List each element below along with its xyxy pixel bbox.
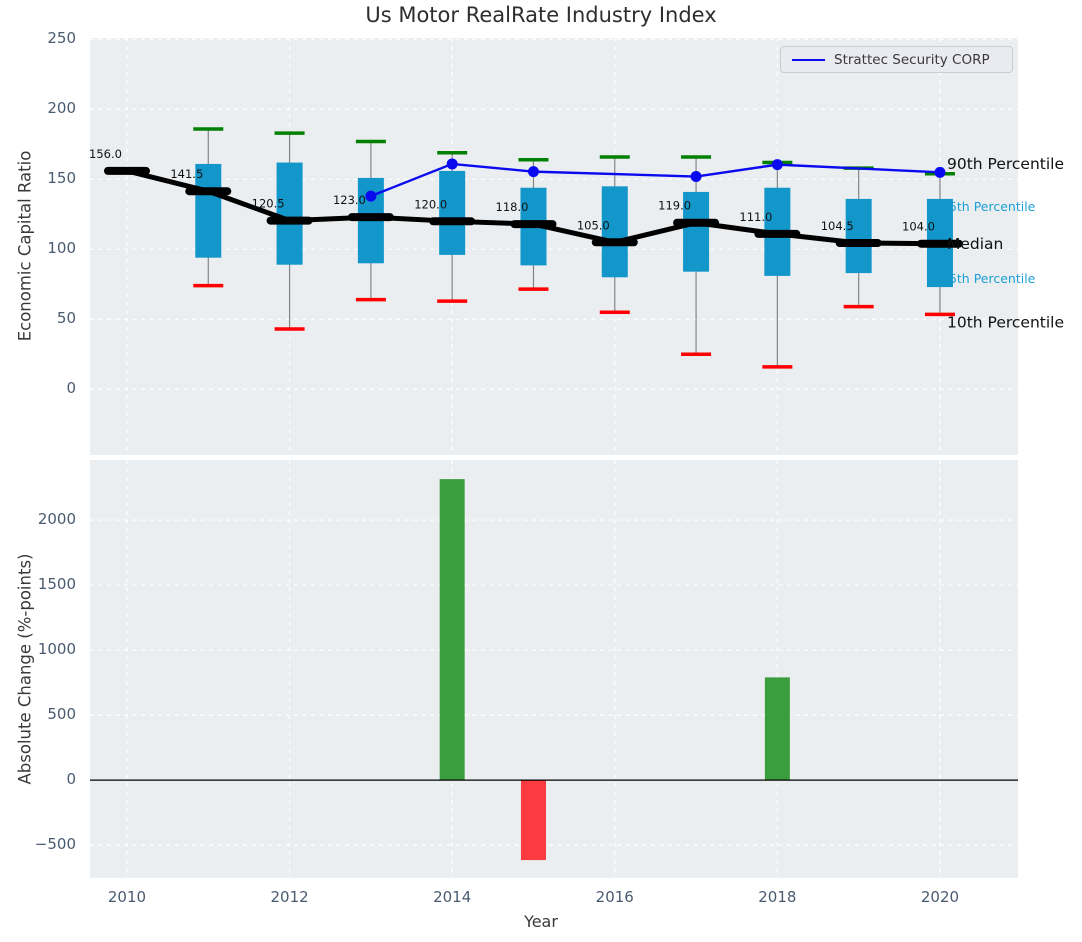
legend-label: Strattec Security CORP <box>834 51 990 68</box>
company-line-marker <box>934 166 946 178</box>
x-tick-label: 2020 <box>920 888 960 906</box>
top-y-tick-label: 250 <box>47 29 76 48</box>
company-line-marker <box>690 171 702 183</box>
bottom-chart-absolute-change-bars <box>90 460 1018 878</box>
gridlines <box>90 38 1018 455</box>
percentile-label-major: Median <box>947 235 1003 253</box>
median-value-label: 119.0 <box>658 199 691 213</box>
top-y-tick-label: 100 <box>47 239 76 258</box>
top-y-tick-label: 0 <box>66 379 76 398</box>
chart-title: Us Motor RealRate Industry Index <box>365 3 717 27</box>
company-line-marker <box>365 190 377 202</box>
median-value-label: 123.0 <box>333 193 366 207</box>
x-tick-label: 2014 <box>433 888 472 906</box>
percentile-box <box>683 191 710 272</box>
percentile-label-major: 90th Percentile <box>947 155 1064 173</box>
plot-background <box>90 460 1018 878</box>
bottom-y-tick-label: −500 <box>34 835 76 854</box>
legend-line-swatch <box>792 58 825 61</box>
percentile-label-minor: 25th Percentile <box>941 271 1036 286</box>
top-chart-boxplot-percentiles: 75th Percentile 25th Percentile 156.0 141.5… <box>89 38 1064 455</box>
median-value-label: 156.0 <box>89 147 122 161</box>
bottom-y-tick-label: 500 <box>47 705 76 724</box>
bottom-y-tick-label: 1500 <box>37 575 76 594</box>
company-line-marker <box>771 159 783 171</box>
median-value-label: 120.0 <box>414 197 447 211</box>
median-value-label: 104.0 <box>902 220 935 234</box>
bottom-y-tick-label: 0 <box>66 770 76 789</box>
x-tick-label: 2018 <box>758 888 797 906</box>
x-tick-label: 2012 <box>270 888 309 906</box>
percentile-box <box>195 163 222 258</box>
percentile-label-minor: 75th Percentile <box>941 199 1036 214</box>
company-line-marker <box>527 166 539 178</box>
percentile-box <box>276 162 303 265</box>
median-value-label: 105.0 <box>577 218 610 232</box>
top-y-tick-label: 200 <box>47 99 76 118</box>
x-tick-label: 2016 <box>595 888 634 906</box>
top-y-tick-label: 150 <box>47 169 76 188</box>
percentile-box <box>439 170 466 255</box>
legend: Strattec Security CORP <box>780 46 1013 73</box>
median-value-label: 111.0 <box>739 210 772 224</box>
bar-positive <box>764 677 790 781</box>
median-value-label: 120.5 <box>252 197 285 211</box>
bottom-y-tick-label: 2000 <box>37 510 76 529</box>
company-line-marker <box>446 158 458 170</box>
median-value-label: 104.5 <box>821 219 854 233</box>
percentile-label-major: 10th Percentile <box>947 314 1064 332</box>
median-value-label: 141.5 <box>170 167 203 181</box>
top-y-tick-label: 50 <box>56 309 76 328</box>
company-line <box>370 162 941 198</box>
bar-negative <box>520 780 546 861</box>
median-value-label: 118.0 <box>496 200 529 214</box>
percentile-box <box>601 186 628 278</box>
bottom-y-tick-label: 1000 <box>37 640 76 659</box>
x-axis-label: Year <box>524 912 558 931</box>
x-tick-label: 2010 <box>107 888 147 906</box>
bar-positive <box>439 479 465 781</box>
percentile-box <box>845 198 872 274</box>
